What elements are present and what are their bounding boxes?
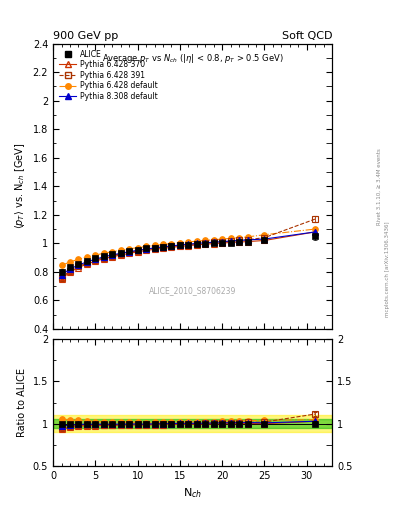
Text: 900 GeV pp: 900 GeV pp	[53, 31, 118, 41]
Text: Rivet 3.1.10, ≥ 3.4M events: Rivet 3.1.10, ≥ 3.4M events	[377, 148, 382, 225]
Text: mcplots.cern.ch [arXiv:1306.3436]: mcplots.cern.ch [arXiv:1306.3436]	[385, 222, 389, 317]
Text: ALICE_2010_S8706239: ALICE_2010_S8706239	[149, 286, 236, 295]
X-axis label: N$_{ch}$: N$_{ch}$	[183, 486, 202, 500]
Legend: ALICE, Pythia 6.428 370, Pythia 6.428 391, Pythia 6.428 default, Pythia 8.308 de: ALICE, Pythia 6.428 370, Pythia 6.428 39…	[57, 47, 160, 103]
Text: Average $p_T$ vs $N_{ch}$ ($|\eta|$ < 0.8, $p_T$ > 0.5 GeV): Average $p_T$ vs $N_{ch}$ ($|\eta|$ < 0.…	[102, 52, 283, 65]
Y-axis label: Ratio to ALICE: Ratio to ALICE	[17, 368, 27, 437]
Y-axis label: $\langle p_T \rangle$ vs. N$_{ch}$ [GeV]: $\langle p_T \rangle$ vs. N$_{ch}$ [GeV]	[13, 143, 27, 229]
Text: Soft QCD: Soft QCD	[282, 31, 332, 41]
